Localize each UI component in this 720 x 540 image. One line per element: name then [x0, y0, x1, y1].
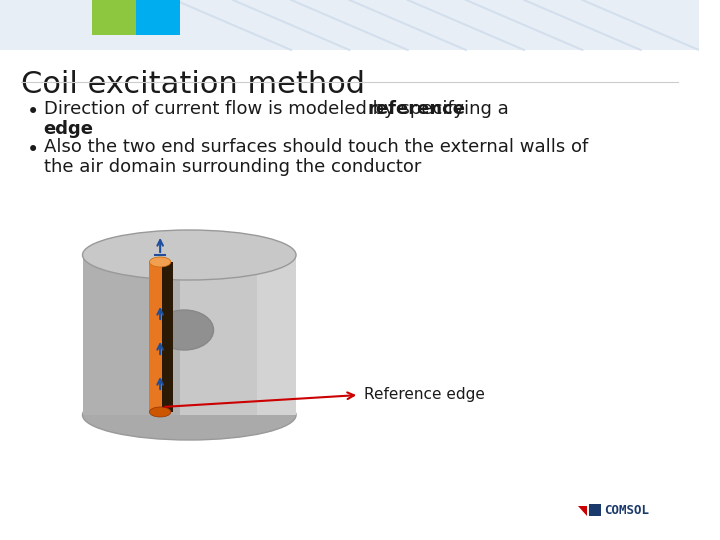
Polygon shape [83, 255, 179, 415]
Bar [589, 504, 600, 516]
Text: Direction of current flow is modeled by specifying a: Direction of current flow is modeled by … [44, 100, 514, 118]
Text: COMSOL: COMSOL [604, 503, 649, 516]
Ellipse shape [150, 257, 171, 267]
Text: •: • [27, 102, 40, 122]
Bar [150, 262, 162, 412]
Text: reference: reference [368, 100, 466, 118]
Bar [83, 255, 296, 415]
Polygon shape [577, 506, 588, 516]
Text: edge: edge [44, 120, 94, 138]
Ellipse shape [156, 310, 214, 350]
Polygon shape [257, 255, 296, 415]
Ellipse shape [83, 390, 296, 440]
Text: •: • [27, 140, 40, 160]
Bar [160, 262, 173, 412]
Ellipse shape [83, 230, 296, 280]
Bar [136, 0, 179, 35]
Text: the air domain surrounding the conductor: the air domain surrounding the conductor [44, 158, 421, 176]
Text: Reference edge: Reference edge [364, 388, 485, 402]
Text: Also the two end surfaces should touch the external walls of: Also the two end surfaces should touch t… [44, 138, 588, 156]
Polygon shape [0, 0, 699, 50]
Bar [92, 0, 136, 35]
Text: Coil excitation method: Coil excitation method [22, 70, 365, 99]
Ellipse shape [150, 407, 171, 417]
